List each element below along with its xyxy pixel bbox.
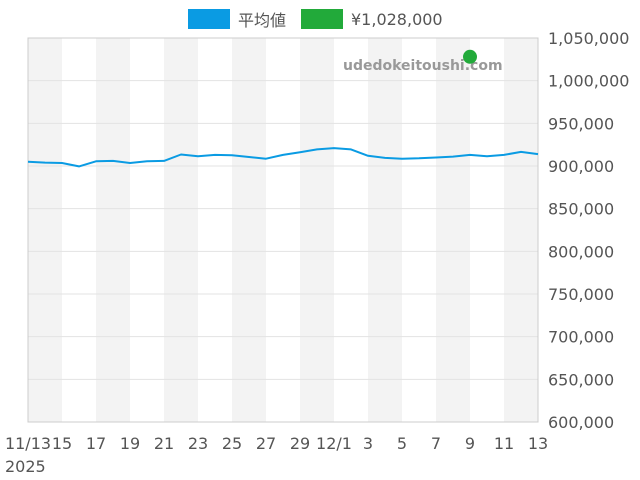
price-point	[463, 49, 477, 64]
legend-swatch-average	[188, 9, 230, 29]
x-tick-label: 19	[120, 434, 140, 453]
x-tick-label: 13	[528, 434, 548, 453]
x-tick-label: 23	[188, 434, 208, 453]
x-tick-label: 11/13	[5, 434, 51, 453]
y-tick-label: 600,000	[548, 413, 614, 432]
series-layer	[27, 49, 539, 168]
watermark: udedokeitoushi.com	[343, 58, 503, 74]
date-band	[164, 38, 198, 422]
y-tick-label: 750,000	[548, 285, 614, 304]
date-band	[436, 38, 470, 422]
date-band	[504, 38, 538, 422]
x-tick-label: 15	[52, 434, 72, 453]
y-tick-label: 650,000	[548, 370, 614, 389]
date-band	[96, 38, 130, 422]
y-tick-label: 950,000	[548, 114, 614, 133]
x-tick-label: 3	[363, 434, 373, 453]
x-tick-label: 17	[86, 434, 106, 453]
chart-legend: 平均値 ¥1,028,000	[0, 8, 640, 30]
date-band	[28, 38, 62, 422]
x-tick-label: 29	[290, 434, 310, 453]
y-axis-tick-labels: 600,000 650,000 700,000 750,000 800,000 850,0…	[548, 29, 629, 432]
y-tick-label: 800,000	[548, 242, 614, 261]
y-tick-label: 700,000	[548, 328, 614, 347]
date-band	[368, 38, 402, 422]
legend-item-average[interactable]: 平均値	[188, 8, 286, 30]
y-tick-label: 850,000	[548, 200, 614, 219]
y-tick-label: 1,000,000	[548, 72, 629, 91]
x-tick-label: 12/1	[316, 434, 352, 453]
x-tick-label: 25	[222, 434, 242, 453]
x-tick-label: 7	[431, 434, 441, 453]
y-tick-label: 1,050,000	[548, 29, 629, 48]
date-band	[300, 38, 334, 422]
x-axis-year-label: 2025	[5, 457, 46, 476]
plot-frame	[27, 37, 539, 423]
x-tick-label: 11	[494, 434, 514, 453]
x-axis-tick-labels: 11/13 15 17 19 21 23 25 27 29 12/1 3 5 7 9 11 13	[5, 434, 548, 453]
legend-label-average: 平均値	[238, 11, 287, 30]
date-bands	[28, 38, 538, 422]
date-band	[232, 38, 266, 422]
x-tick-label: 9	[465, 434, 475, 453]
legend-swatch-price	[301, 9, 343, 29]
legend-item-price[interactable]: ¥1,028,000	[301, 8, 443, 30]
x-tick-label: 21	[154, 434, 174, 453]
average-price-line	[27, 147, 539, 168]
legend-label-price: ¥1,028,000	[351, 9, 443, 29]
x-tick-label: 5	[397, 434, 407, 453]
y-tick-label: 900,000	[548, 157, 614, 176]
x-tick-label: 27	[256, 434, 276, 453]
